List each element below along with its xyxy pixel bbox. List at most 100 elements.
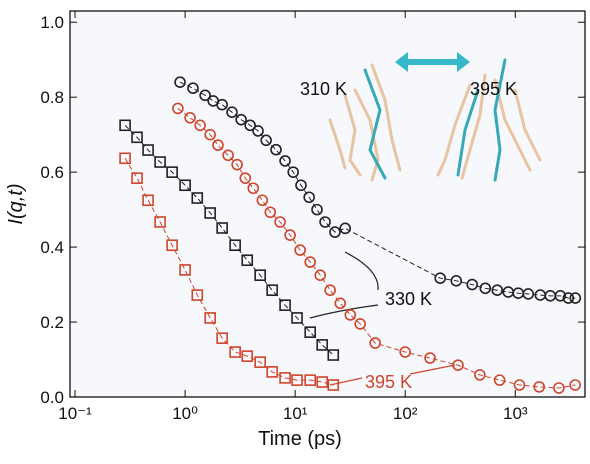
plot-frame (69, 10, 586, 398)
y-tick-label: 0.8 (40, 88, 64, 107)
point (569, 292, 582, 304)
plot-background (70, 11, 585, 397)
point (252, 125, 264, 137)
point (229, 239, 241, 252)
point (235, 113, 247, 126)
point (491, 284, 504, 296)
point (424, 352, 436, 364)
point (319, 216, 331, 228)
point (452, 359, 464, 371)
point (324, 284, 336, 296)
y-tick-label: 0.6 (40, 163, 64, 182)
point (493, 374, 506, 386)
point (334, 297, 347, 310)
point (231, 158, 243, 171)
point (354, 318, 367, 330)
point (131, 131, 143, 144)
y-tick-label: 0.4 (40, 238, 64, 257)
point (166, 166, 178, 178)
point (194, 119, 206, 132)
point (260, 134, 272, 147)
point (199, 89, 211, 102)
point (204, 207, 216, 219)
point (174, 76, 186, 89)
point (270, 143, 282, 156)
point (256, 194, 269, 207)
point (554, 290, 567, 302)
point (474, 369, 486, 381)
point (562, 292, 575, 304)
x-tick-label: 10² (393, 404, 418, 423)
point (241, 254, 254, 267)
point (247, 182, 260, 195)
point (311, 203, 323, 216)
y-tick-label: 0.0 (40, 388, 64, 407)
point (216, 332, 228, 344)
point (187, 82, 199, 94)
point (274, 216, 286, 228)
point (314, 269, 327, 282)
point (222, 149, 234, 162)
point (450, 275, 463, 287)
point (119, 152, 131, 165)
annotation: 330 K (385, 289, 432, 309)
point (279, 299, 291, 311)
point (303, 191, 315, 204)
x-tick-label: 10³ (503, 404, 528, 423)
point (241, 350, 254, 362)
point (339, 222, 352, 235)
point (154, 216, 166, 228)
point (119, 119, 131, 132)
point (184, 112, 196, 124)
point (264, 206, 277, 219)
point (216, 222, 228, 234)
point (434, 272, 447, 285)
point (204, 312, 216, 324)
point (142, 144, 154, 156)
point (316, 376, 328, 388)
annotation: 395 K (470, 79, 517, 99)
point (553, 382, 565, 394)
point (191, 289, 204, 301)
point (166, 239, 178, 252)
series-line (124, 158, 334, 386)
point (291, 312, 303, 324)
inset-molecules (328, 52, 542, 182)
point (142, 194, 154, 207)
series-line (177, 108, 576, 389)
point (294, 244, 306, 256)
point (254, 356, 266, 368)
point (191, 192, 204, 204)
point (327, 379, 340, 391)
point (179, 179, 191, 192)
point (226, 106, 238, 118)
point (254, 269, 266, 282)
y-tick-label: 0.2 (40, 313, 64, 332)
point (316, 339, 328, 351)
point (212, 139, 224, 151)
point (266, 366, 278, 378)
annotation: 310 K (300, 79, 347, 99)
point (479, 282, 492, 295)
point (329, 226, 341, 238)
point (266, 284, 278, 296)
point (239, 172, 252, 184)
point (466, 278, 478, 291)
point (513, 379, 526, 391)
point (344, 309, 357, 321)
series-line (179, 81, 576, 299)
point (295, 179, 307, 192)
point (291, 374, 303, 386)
x-tick-label: 10¹ (283, 404, 308, 423)
point (304, 374, 317, 386)
x-tick-label: 10⁰ (172, 404, 198, 423)
point (327, 349, 340, 361)
point (279, 155, 291, 167)
point (522, 288, 535, 300)
x-tick-label: 10⁻¹ (58, 404, 92, 423)
point (172, 102, 184, 115)
point (304, 256, 317, 268)
point (569, 379, 581, 391)
